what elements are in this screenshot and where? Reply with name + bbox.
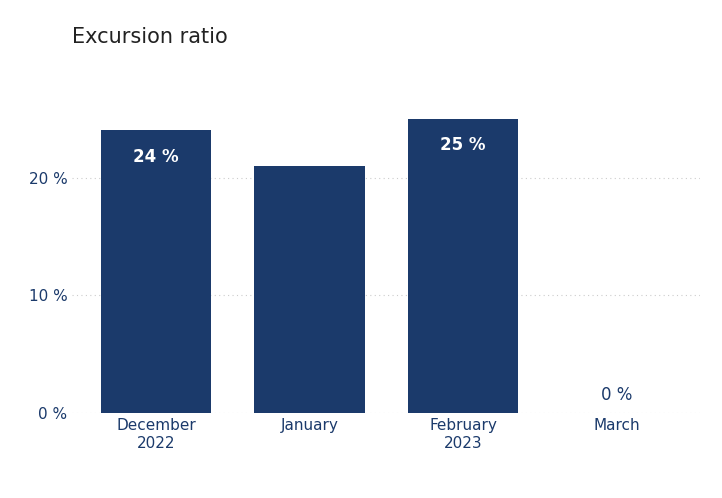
Bar — [101, 130, 212, 413]
Text: 0 %: 0 % — [601, 386, 632, 404]
Text: 24 %: 24 % — [133, 148, 179, 166]
Bar — [254, 166, 365, 413]
Text: Excursion ratio: Excursion ratio — [72, 27, 228, 47]
Text: 21 %: 21 % — [287, 183, 332, 202]
Bar — [408, 119, 518, 413]
Text: 25 %: 25 % — [440, 136, 486, 154]
